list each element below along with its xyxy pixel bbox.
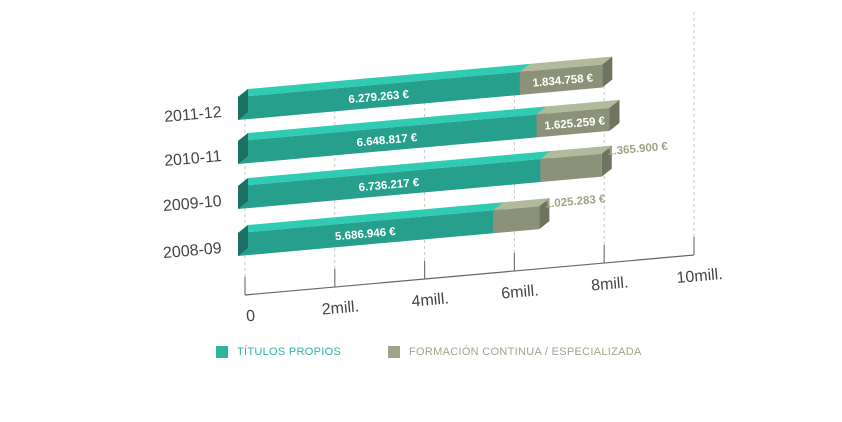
category-label: 2010-11: [164, 148, 223, 170]
data-label-titulos: 6.736.217 €: [358, 177, 420, 194]
x-axis-line: [244, 254, 695, 296]
data-label-formacion: 1.365.900 €: [607, 141, 669, 158]
category-label: 2008-09: [162, 240, 222, 262]
bar-formacion-front: [493, 206, 540, 234]
bar-end-face: [238, 89, 248, 120]
bar-formacion-front: [540, 153, 602, 183]
bar-formacion-top: [540, 145, 612, 160]
x-tick-label: 8mill.: [590, 274, 629, 294]
x-tick-label: 10mill.: [676, 266, 724, 287]
data-label-formacion: 1.834.758 €: [532, 72, 594, 89]
bar-formacion-side: [609, 99, 620, 131]
x-tick-label: 0: [245, 308, 255, 326]
bar-formacion-front: [536, 107, 610, 138]
bar-titulos-front: [238, 71, 520, 120]
bar-end-face: [238, 178, 248, 209]
legend-item-titulos-propios: TÍTULOS PROPIOS: [216, 346, 341, 358]
bar-titulos-top: [238, 202, 504, 233]
x-tick-label: 2mill.: [321, 298, 360, 318]
bar-titulos-front: [238, 210, 494, 256]
legend-swatch-formacion-continua: [388, 346, 400, 358]
bar-formacion-top: [493, 198, 550, 211]
category-label: 2009-10: [162, 193, 222, 215]
data-label-titulos: 6.279.263 €: [348, 89, 410, 106]
bar-formacion-side: [601, 145, 612, 177]
bar-end-face: [238, 225, 248, 256]
bar-titulos-top: [238, 63, 530, 97]
category-label: 2011-12: [164, 104, 223, 126]
data-label-titulos: 5.686.946 €: [335, 226, 397, 243]
data-label-formacion: 1.625.259 €: [544, 115, 606, 132]
legend-label-formacion-continua: FORMACIÓN CONTINUA / ESPECIALIZADA: [409, 346, 642, 358]
bar-formacion-front: [519, 64, 603, 95]
data-label-titulos: 6.648.817 €: [356, 132, 418, 149]
bar-titulos-top: [238, 151, 551, 186]
x-tick-label: 4mill.: [411, 290, 450, 310]
bar-formacion-top: [536, 99, 620, 115]
bar-titulos-top: [238, 106, 547, 141]
legend-swatch-titulos-propios: [216, 346, 228, 358]
bar-end-face: [238, 133, 248, 164]
bar-formacion-top: [519, 56, 613, 72]
bar-titulos-front: [238, 114, 537, 164]
data-label-formacion: 1.025.283 €: [544, 193, 606, 210]
legend-label-titulos-propios: TÍTULOS PROPIOS: [237, 346, 342, 358]
legend-item-formacion-continua: FORMACIÓN CONTINUA / ESPECIALIZADA: [388, 346, 642, 358]
x-tick-label: 6mill.: [501, 282, 540, 302]
bar-formacion-side: [539, 198, 550, 230]
bar-titulos-front: [238, 159, 541, 209]
bar-formacion-side: [602, 56, 613, 88]
